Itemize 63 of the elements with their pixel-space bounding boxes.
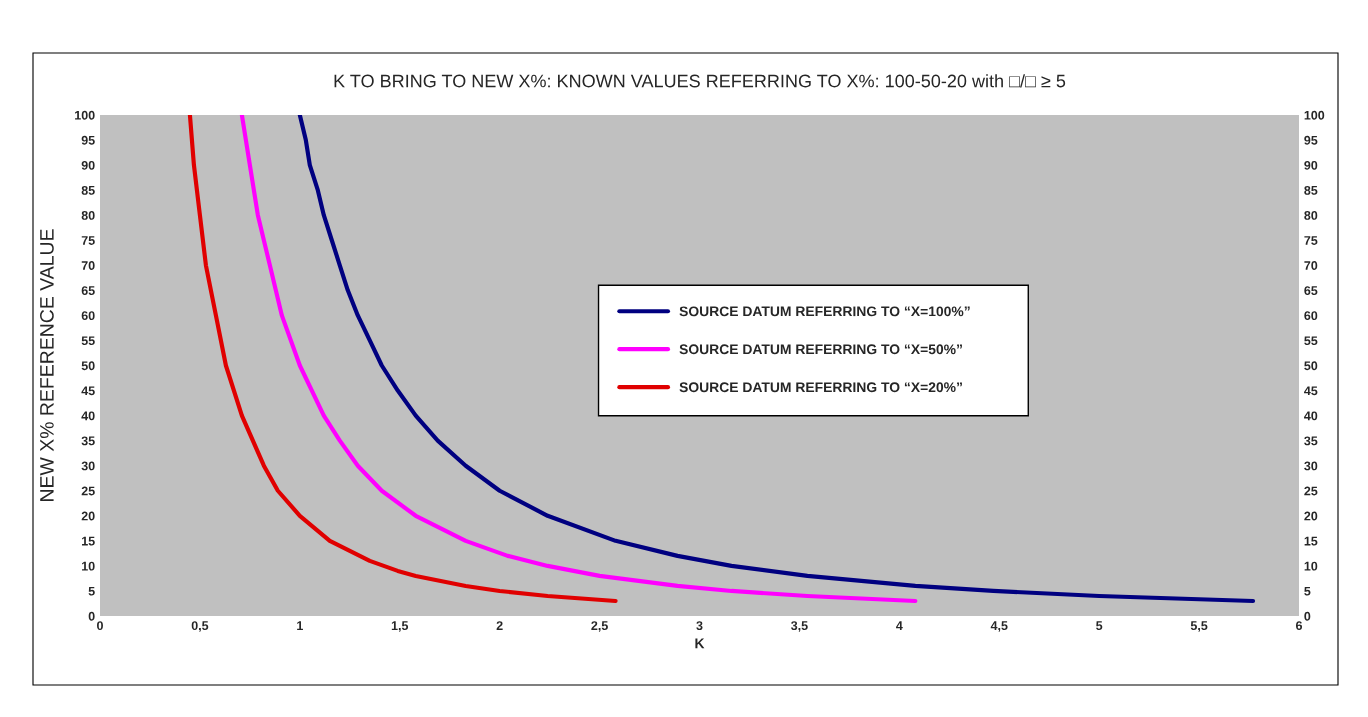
y2-tick-label: 75 bbox=[1304, 236, 1318, 245]
y-tick-label: 100 bbox=[75, 110, 95, 120]
y2-tick-label: 65 bbox=[1304, 286, 1318, 295]
y2-tick-label: 55 bbox=[1304, 336, 1318, 346]
y-tick-label: 75 bbox=[81, 236, 95, 245]
x-tick-label: 1,5 bbox=[391, 621, 409, 632]
chart-title: K TO BRING TO NEW X%: KNOWN VALUES REFERRING TO X%: 100-50-20 with □/□ ≥ 5 bbox=[334, 74, 1066, 88]
y-tick-label: 70 bbox=[81, 261, 95, 270]
y-tick-label: 25 bbox=[81, 486, 95, 496]
x-tick-label: 0 bbox=[97, 621, 103, 631]
y-tick-label: 85 bbox=[81, 185, 95, 195]
line-series bbox=[297, 115, 1256, 604]
y2-tick-label: 70 bbox=[1304, 261, 1318, 270]
y-tick-label: 45 bbox=[81, 386, 95, 396]
y2-tick-label: 40 bbox=[1304, 411, 1318, 421]
y2-tick-label: 15 bbox=[1304, 536, 1318, 546]
x-tick-label: 5,5 bbox=[1190, 621, 1208, 632]
x-tick-label: 4 bbox=[896, 621, 903, 630]
x-tick-label: 5 bbox=[1096, 621, 1103, 631]
y2-tick-label: 45 bbox=[1304, 386, 1318, 396]
y-tick-label: 50 bbox=[81, 361, 95, 371]
y-tick-label: 80 bbox=[81, 211, 95, 220]
y-tick-label: 65 bbox=[81, 286, 95, 295]
x-axis-title: K bbox=[695, 638, 705, 649]
y2-tick-label: 60 bbox=[1304, 311, 1318, 321]
y2-tick-label: 0 bbox=[1304, 611, 1311, 621]
y2-tick-label: 50 bbox=[1304, 361, 1318, 371]
x-tick-label: 3,5 bbox=[791, 621, 808, 632]
x-tick-label: 3 bbox=[696, 621, 703, 631]
y-tick-label: 55 bbox=[81, 336, 95, 346]
y-tick-label: 0 bbox=[88, 611, 95, 621]
y-tick-label: 5 bbox=[88, 586, 95, 596]
x-tick-label: 4,5 bbox=[990, 621, 1008, 632]
x-tick-label: 2 bbox=[496, 621, 503, 630]
y2-tick-label: 20 bbox=[1304, 511, 1318, 521]
x-tick-label: 0,5 bbox=[191, 621, 209, 632]
y2-tick-label: 5 bbox=[1304, 586, 1311, 596]
y2-tick-label: 25 bbox=[1304, 486, 1318, 496]
y-tick-label: 60 bbox=[81, 311, 95, 321]
y-tick-label: 40 bbox=[81, 411, 95, 421]
y2-tick-label: 10 bbox=[1304, 561, 1318, 571]
legend-label: SOURCE DATUM REFERRING TO “X=50%” bbox=[679, 344, 962, 355]
x-tick-label: 2,5 bbox=[591, 621, 608, 632]
legend-label: SOURCE DATUM REFERRING TO “X=100%” bbox=[679, 306, 970, 317]
y-tick-label: 90 bbox=[81, 160, 95, 170]
y2-tick-label: 90 bbox=[1304, 160, 1318, 170]
y2-tick-label: 30 bbox=[1304, 461, 1318, 471]
line-series bbox=[187, 115, 618, 604]
y2-tick-label: 80 bbox=[1304, 211, 1318, 220]
x-tick-label: 1 bbox=[297, 621, 303, 630]
y-tick-label: 20 bbox=[81, 511, 95, 521]
y-axis-title: NEW X% REFERENCE VALUE bbox=[40, 229, 54, 501]
y2-tick-label: 95 bbox=[1304, 135, 1318, 145]
y2-tick-label: 35 bbox=[1304, 436, 1318, 446]
y2-tick-label: 85 bbox=[1304, 185, 1318, 195]
x-tick-label: 6 bbox=[1295, 621, 1303, 631]
y-tick-label: 30 bbox=[81, 461, 95, 471]
y-tick-label: 15 bbox=[82, 536, 95, 546]
y-tick-label: 10 bbox=[82, 561, 95, 571]
y-tick-label: 35 bbox=[81, 436, 95, 446]
y-tick-label: 95 bbox=[81, 135, 95, 145]
y2-tick-label: 100 bbox=[1304, 110, 1325, 120]
legend-label: SOURCE DATUM REFERRING TO “X=20%” bbox=[679, 382, 962, 393]
